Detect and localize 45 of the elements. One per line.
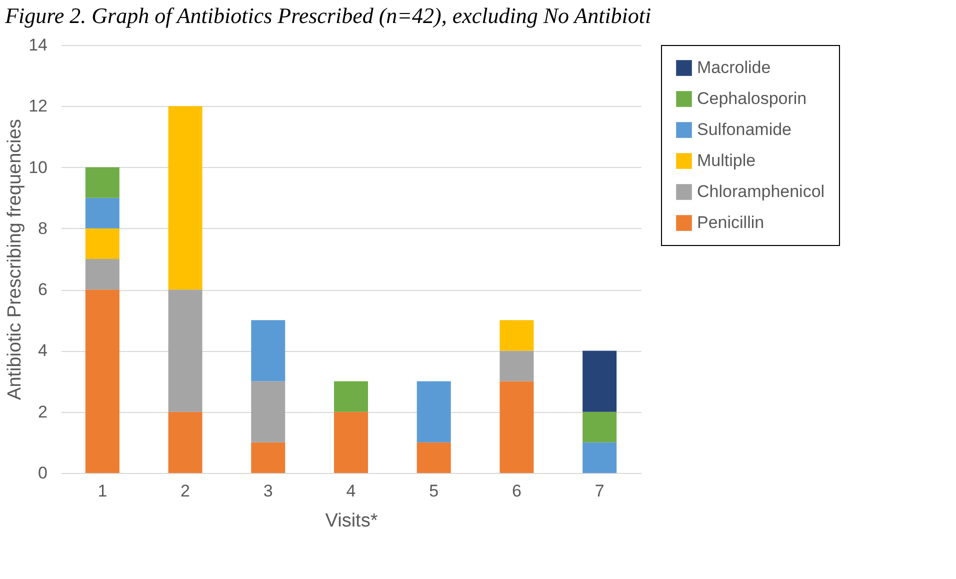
bar [500,320,534,351]
y-tick-label: 8 [38,218,48,238]
bar [85,167,120,198]
y-tick-label: 12 [28,96,48,116]
bar [251,381,286,442]
bar [334,412,368,473]
bar [416,381,451,442]
x-tick-label: 4 [346,482,356,500]
bar [334,381,368,412]
bar [251,442,286,473]
y-tick-label: 2 [38,402,48,422]
bar [500,381,534,473]
x-tick-label: 3 [263,482,273,500]
bar [251,320,286,382]
legend-label: Multiple [697,151,756,170]
legend-label: Penicillin [697,213,764,232]
legend-label: Chloramphenicol [697,182,825,201]
y-tick-label: 6 [38,280,48,300]
bar [168,290,202,412]
bar [85,228,120,259]
y-tick-label: 10 [28,158,48,177]
x-tick-label: 6 [512,482,522,500]
x-tick-label: 1 [98,482,108,500]
y-tick-label: 4 [38,341,48,360]
x-tick-label: 7 [594,482,604,500]
bar [500,350,534,382]
legend-label: Macrolide [697,58,771,77]
y-axis-title: Antibiotic Prescribing frequencies [4,119,26,400]
bar [582,442,617,473]
y-tick-label: 0 [38,464,48,482]
chart-title: Figure 2. Graph of Antibiotics Prescribed (n=42), excluding No Antibioti [4,3,652,28]
x-tick-label: 2 [180,482,190,500]
bar [85,198,120,228]
y-tick-label: 14 [28,36,48,54]
bar [416,442,451,473]
bar [582,412,617,442]
legend-label: Cephalosporin [697,89,807,108]
bar [168,106,202,290]
bar [85,290,120,473]
bar [582,350,617,412]
bar [85,259,120,290]
x-tick-label: 5 [429,482,439,500]
bar [168,412,202,473]
x-axis-title: Visits* [325,510,378,532]
legend-label: Sulfonamide [697,120,792,139]
